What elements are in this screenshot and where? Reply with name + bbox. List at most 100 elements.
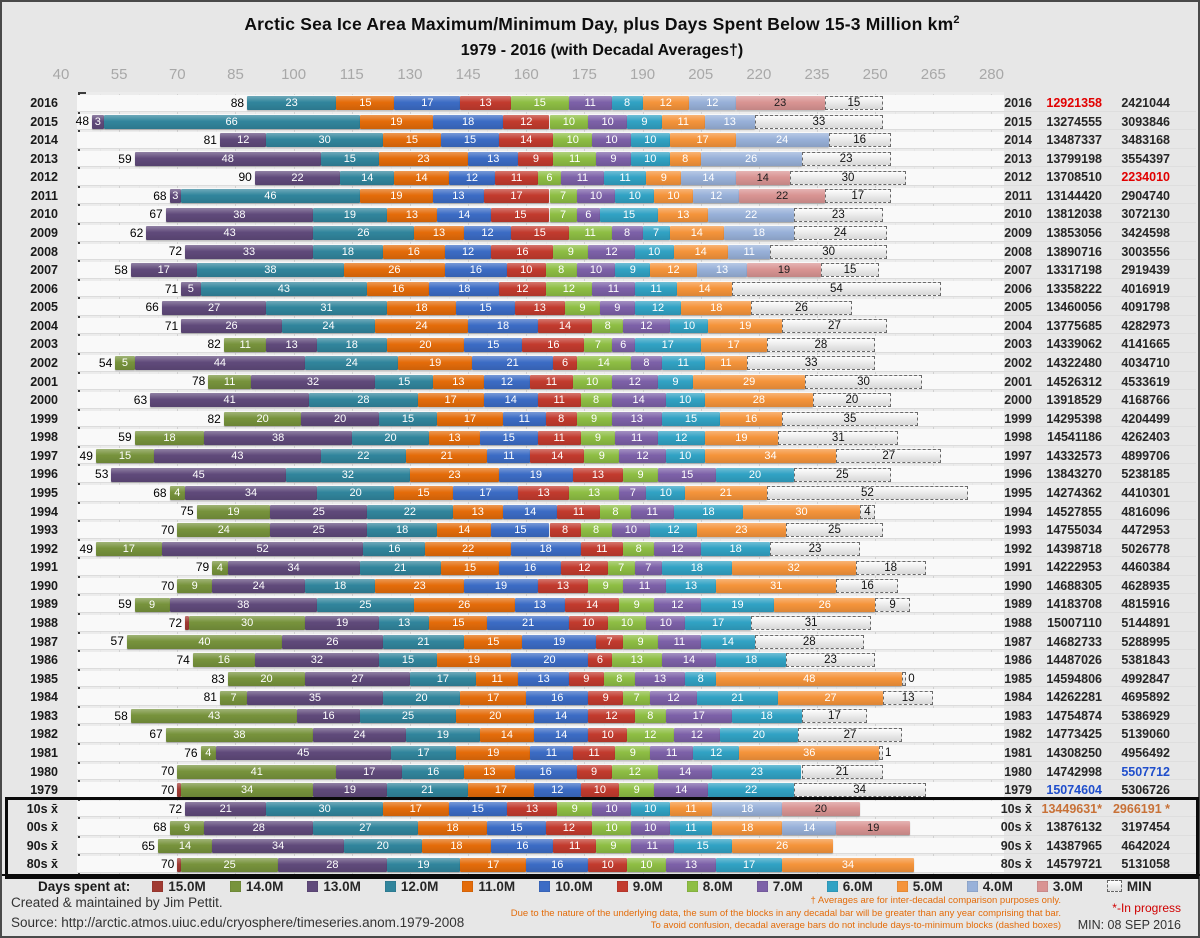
bar-segment-9M: 10 [506,263,546,278]
gridline [972,94,974,874]
row-year-label: 2012 [30,170,58,185]
bar-segment-14M: 11 [223,337,267,352]
bar-segment-13M: 44 [134,356,306,371]
legend-item-14.0M: 14.0M [229,879,283,894]
bar-segment-5M: 36 [739,746,880,761]
legend-swatch-icon [616,880,628,892]
max-day-label: 74 [176,652,190,667]
bar-segment-11M: 17 [417,393,484,408]
bar-segment-6M: 10 [630,152,670,166]
bar-segment-10M: 13 [468,152,519,166]
bar-segment-9M: 14 [530,449,585,464]
min-area-value: 5144891 [1121,616,1170,630]
bar-segment-12M: 18 [316,337,387,352]
bar-segment-6M: 15 [599,207,659,222]
bar-segment-14M: 34 [181,783,313,798]
row-separator [1004,574,1196,576]
days-to-minimum-box: 15 [820,263,880,278]
max-day-label: 59 [118,430,132,445]
row-year-label: 1989 [30,597,58,612]
bar-segment-13M: 22 [254,170,341,185]
bar-segment-9M: 8 [545,412,577,426]
row-separator [1004,203,1196,205]
bar-segment-6M: 9 [615,263,651,278]
bar-segment-13M: 21 [185,802,267,816]
gridline [603,94,605,874]
min-area-value: 2966191 * [1112,801,1170,816]
bar-segment-9M: 10 [588,727,628,742]
gridline [797,94,799,874]
max-day-label: 63 [133,392,148,407]
bar-segment-12M: 17 [409,672,476,686]
bar-segment-9M: 13 [572,467,624,482]
bar-segment-14M: 17 [95,542,162,556]
bar-segment-13M: 20 [301,412,379,426]
row-separator [1004,222,1196,223]
row-separator [1004,314,1196,316]
bar-segment-8M: 15 [510,96,569,111]
right-year-label: 2005 [1004,300,1032,315]
days-to-minimum-box: 23 [793,207,883,222]
bar-segment-14M: 4 [169,486,186,501]
right-year-label: 2010 [1004,207,1032,222]
bar-segment-6M: 15 [673,839,732,854]
max-day-label: 81 [203,132,217,147]
bar-segment-10M: 18 [433,114,503,129]
bar-segment-14M: 15 [95,449,155,464]
min-area-value: 5288995 [1121,634,1170,649]
bar-segment-7M: 10 [588,114,628,129]
row-separator [1004,110,1196,112]
bar-segment-5M: 10 [654,189,693,204]
bar-segment-11M: 16 [382,244,445,259]
right-year-label: 1990 [1004,578,1032,593]
bar-segment-8M: 8 [580,393,612,408]
bar-segment-6M: 12 [634,300,682,315]
days-to-minimum-box: 26 [751,300,852,315]
gridline [235,94,237,874]
bar-segment-13M: 27 [305,672,410,686]
bar-segment-9M: 9 [518,152,554,166]
bar-segment-12M: 20 [351,430,430,445]
bar-segment-4M: 14 [782,820,837,835]
gridline [739,94,741,874]
legend-swatch-icon [307,880,319,892]
gridline [933,94,935,874]
row-separator [1004,463,1196,465]
chart-subtitle: 1979 - 2016 (with Decadal Averages†) [460,42,744,59]
max-area-value: 13460056 [1046,300,1102,315]
bar-segment-5M: 14 [669,226,724,241]
max-day-label: 70 [160,522,175,537]
right-year-label: 1992 [1004,541,1032,556]
bar-segment-7M: 12 [654,597,701,612]
row-year-label: 2005 [30,300,58,315]
bar-segment-8M: 8 [623,542,655,556]
bar-segment-9M: 15 [510,226,569,241]
row-separator [1004,166,1196,168]
row-separator [1004,333,1196,335]
right-year-label: 1980 [1004,764,1032,779]
right-year-label: 1983 [1004,708,1032,723]
bar-segment-11M: 15 [464,634,523,649]
max-day-label: 68 [153,485,167,500]
max-area-value: 14262281 [1046,690,1102,705]
bar-segment-9M: 13 [518,486,569,501]
legend-item-label: 15.0M [168,878,206,894]
bar-segment-11M: 26 [344,263,445,278]
bar-segment-9M: 12 [588,709,635,724]
max-day-label: 90 [238,170,252,185]
footnotes: † Averages are for inter-decadal compari… [421,895,1061,933]
right-year-label: 2015 [1004,114,1032,129]
bar-segment-10M: 13 [518,672,569,686]
row-separator [1004,129,1196,131]
bar-segment-10M: 16 [526,857,589,872]
row-separator [1004,296,1196,298]
max-area-value: 14742998 [1046,764,1102,779]
bar-segment-6M: 11 [669,820,713,835]
bar-segment-8M: 12 [545,282,593,296]
max-day-label: 70 [160,578,175,593]
bar-segment-5M: 19 [708,319,783,334]
bar-segment-9M: 13 [506,802,558,816]
bar-segment-12M: 23 [247,96,337,111]
bar-segment-9M: 16 [522,337,585,352]
min-area-value: 4899706 [1121,448,1170,463]
